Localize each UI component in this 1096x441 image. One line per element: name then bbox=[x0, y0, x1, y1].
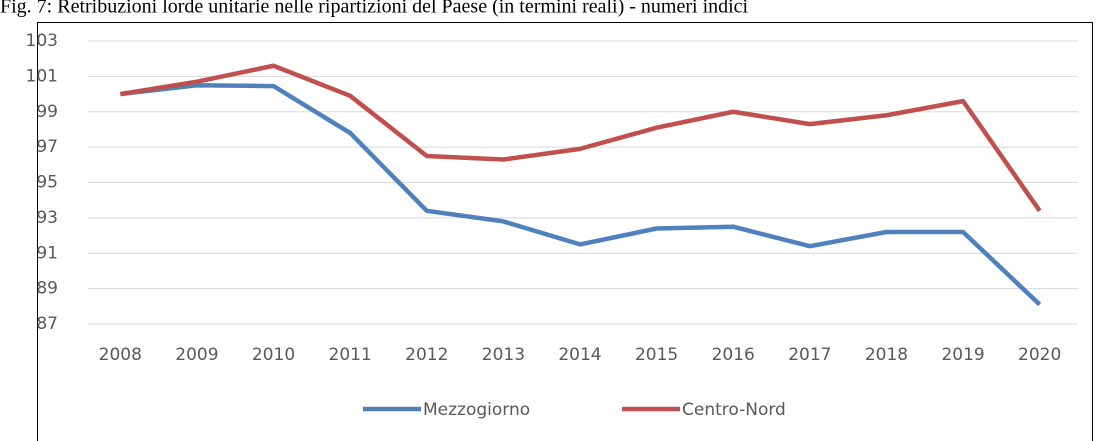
chart-title: Fig. 7: Retribuzioni lorde unitarie nell… bbox=[0, 0, 749, 18]
y-tick-label: 91 bbox=[36, 243, 58, 263]
y-tick-label: 97 bbox=[36, 137, 58, 157]
x-tick-label: 2020 bbox=[1018, 345, 1061, 365]
legend-label: Centro-Nord bbox=[682, 400, 786, 420]
x-tick-label: 2014 bbox=[558, 345, 601, 365]
y-tick-label: 101 bbox=[26, 66, 58, 86]
x-tick-label: 2019 bbox=[941, 345, 984, 365]
x-tick-label: 2008 bbox=[99, 345, 142, 365]
legend-label: Mezzogiorno bbox=[423, 400, 530, 420]
x-tick-label: 2012 bbox=[405, 345, 448, 365]
y-tick-label: 93 bbox=[36, 208, 58, 228]
x-tick-label: 2013 bbox=[482, 345, 525, 365]
series-line bbox=[119, 63, 1042, 213]
series-line bbox=[120, 82, 1042, 307]
x-tick-label: 2009 bbox=[175, 345, 218, 365]
x-tick-label: 2016 bbox=[712, 345, 755, 365]
y-tick-label: 87 bbox=[36, 314, 58, 334]
x-tick-label: 2010 bbox=[252, 345, 295, 365]
x-tick-label: 2017 bbox=[788, 345, 831, 365]
x-tick-label: 2015 bbox=[635, 345, 678, 365]
y-tick-label: 89 bbox=[36, 279, 58, 299]
y-tick-label: 99 bbox=[36, 102, 58, 122]
y-tick-label: 95 bbox=[36, 173, 58, 193]
x-tick-label: 2011 bbox=[329, 345, 372, 365]
y-tick-label: 103 bbox=[26, 31, 58, 51]
x-tick-label: 2018 bbox=[865, 345, 908, 365]
